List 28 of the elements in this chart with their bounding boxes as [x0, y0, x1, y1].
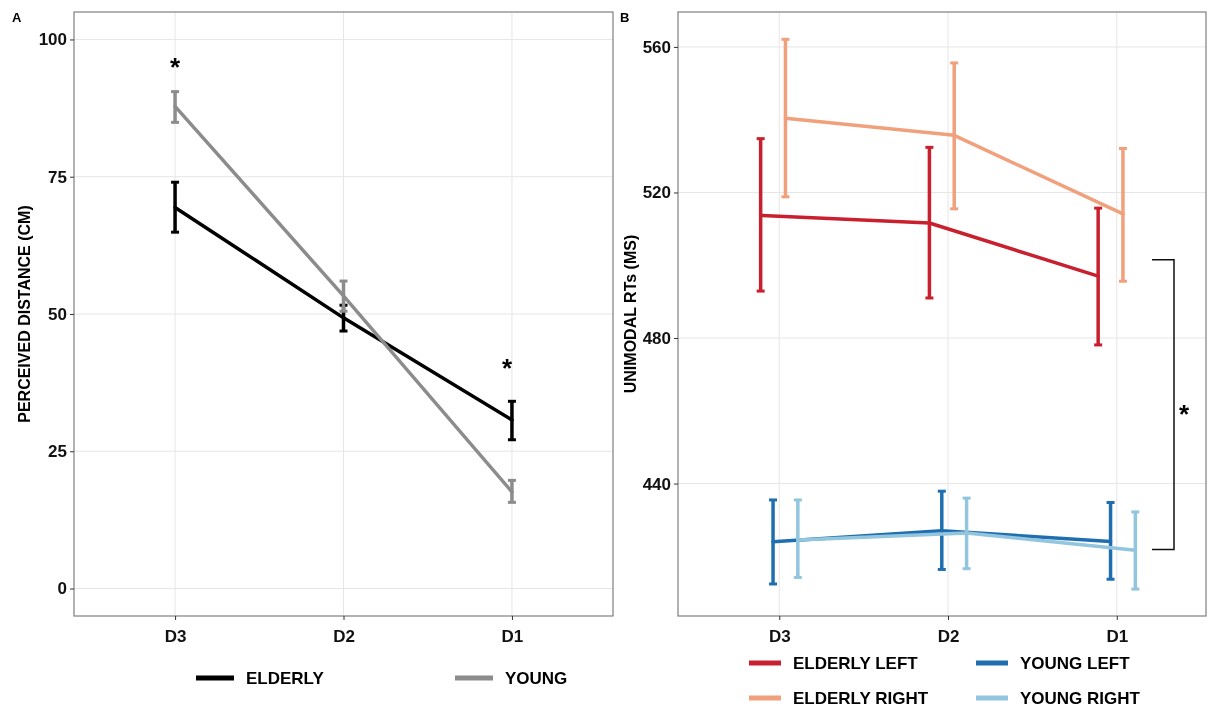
legend-label: YOUNG RIGHT	[1020, 688, 1141, 708]
x-tick-label: D3	[768, 626, 791, 646]
annotation: *	[501, 352, 513, 383]
x-tick-label: D1	[1106, 626, 1129, 646]
y-axis-title: PERCEIVED DISTANCE (CM)	[15, 205, 33, 423]
legend-label: YOUNG	[505, 668, 568, 688]
x-tick-label: D1	[501, 626, 524, 646]
annotation: *	[1178, 398, 1190, 429]
y-tick-label: 0	[57, 579, 67, 599]
chart-title: A	[12, 10, 22, 25]
y-tick-label: 25	[48, 442, 67, 462]
y-tick-label: 560	[642, 37, 671, 57]
x-tick-label: D2	[937, 626, 960, 646]
y-tick-label: 75	[48, 167, 67, 187]
y-tick-label: 520	[642, 183, 671, 203]
legend-label: ELDERLY	[246, 668, 325, 688]
annotation: *	[169, 51, 181, 82]
y-tick-label: 440	[642, 474, 671, 494]
y-tick-label: 100	[38, 30, 67, 50]
legend-label: YOUNG LEFT	[1020, 653, 1131, 673]
y-tick-label: 480	[642, 328, 671, 348]
x-tick-label: D2	[333, 626, 355, 646]
y-tick-label: 50	[48, 304, 67, 324]
legend-label: ELDERLY LEFT	[793, 653, 919, 673]
x-tick-label: D3	[164, 626, 187, 646]
chart-title: B	[620, 10, 630, 25]
y-axis-title: UNIMODAL RTs (MS)	[621, 234, 639, 394]
legend-label: ELDERLY RIGHT	[793, 688, 929, 708]
